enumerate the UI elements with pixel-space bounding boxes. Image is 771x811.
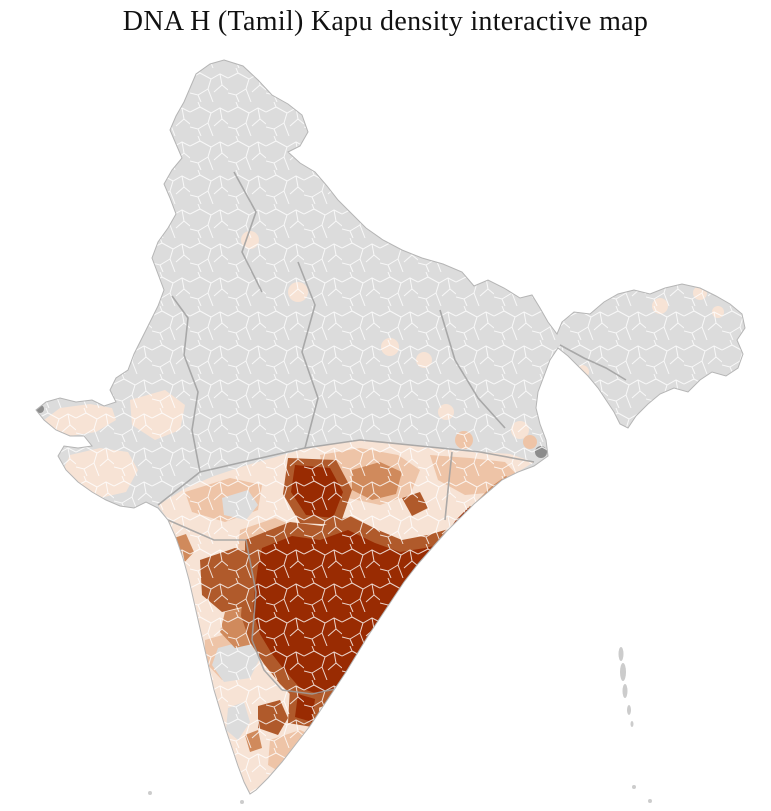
district-mesh-overlay — [36, 60, 745, 794]
region-tamilnadu-spot-2[interactable] — [294, 740, 322, 768]
india-outline — [35, 59, 746, 795]
page-title: DNA H (Tamil) Kapu density interactive m… — [122, 6, 649, 37]
small-islands[interactable] — [148, 785, 652, 804]
andaman-islands[interactable] — [618, 647, 634, 727]
state-borders — [157, 171, 627, 695]
